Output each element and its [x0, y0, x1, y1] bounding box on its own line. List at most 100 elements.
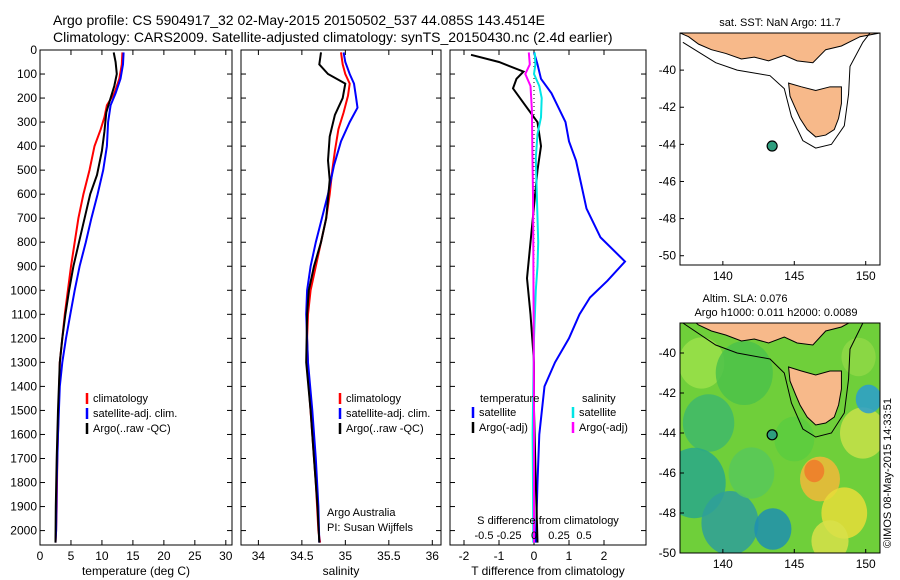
figure-title-line1: Argo profile: CS 5904917_32 02-May-2015 …: [53, 12, 545, 28]
series-line-satellite: [305, 52, 359, 543]
sst-map-title: sat. SST: NaN Argo: 11.7: [719, 17, 840, 29]
sla-patch: [804, 459, 825, 483]
y-tick-label: -44: [659, 137, 677, 151]
legend-label: satellite-adj. clim.: [93, 408, 177, 420]
y-tick-label: -46: [659, 174, 677, 188]
y-tick-label: -48: [659, 212, 677, 226]
shelf-contour: [682, 323, 864, 438]
annotation-agency: Argo Australia: [327, 507, 396, 519]
y-tick-label: -42: [659, 386, 677, 400]
x-tick-label: 30: [219, 549, 233, 563]
imos-timestamp: ©IMOS 08-May-2015 14:33:51: [882, 398, 894, 548]
sla-patch: [754, 508, 792, 550]
map-frame: [679, 32, 881, 266]
y-tick-label: -42: [659, 100, 677, 114]
y-tick-label: 800: [17, 235, 37, 249]
argo-location-marker: [766, 429, 778, 441]
legend-label: Argo(-adj): [579, 422, 628, 434]
series-line-temp_diff_sat: [533, 52, 627, 543]
map-content: [680, 323, 880, 553]
top-axis-label: S difference from climatology: [477, 515, 619, 527]
x-tick-label: 35: [339, 549, 353, 563]
x-tick-label: 1: [566, 549, 573, 563]
legend-label: Argo(-adj): [479, 422, 528, 434]
x-tick-label: 150: [856, 269, 876, 283]
series-line-climatology: [306, 52, 351, 543]
y-tick-label: 1300: [10, 355, 37, 369]
sla-patch: [855, 384, 880, 414]
legend-label: Argo(..raw -QC): [93, 423, 171, 435]
panel-sst-map: 140 145 150 -40 -42 -44 -46 -48 -50 sat. SST: NaN…: [659, 17, 881, 283]
panel-salinity: 34 34.5 35 35.5 36 salinity climatology satelli…: [240, 49, 442, 578]
y-tick-label: 1800: [10, 476, 37, 490]
y-tick-label: 400: [17, 139, 37, 153]
panel-difference: -2 -1 0 1 2T difference from climatology temp…: [449, 49, 647, 578]
argo-location-marker: [766, 140, 778, 152]
x-axis-label: temperature (deg C): [82, 564, 190, 578]
x-tick-label: 0: [37, 549, 44, 563]
y-tick-label: 1100: [11, 307, 37, 321]
x-axis-label: salinity: [323, 564, 360, 578]
land-tasmania: [787, 366, 842, 426]
sla-patch: [728, 447, 775, 499]
legend-header-temperature: temperature: [480, 393, 539, 405]
series-line-temp_diff_argo: [470, 53, 543, 543]
plot-frame: [449, 49, 647, 546]
map-frame: [679, 322, 881, 554]
y-tick-label: 300: [17, 115, 37, 129]
x-tick-label: 0: [531, 549, 538, 563]
panel-sla-map: 140 145 150 -40 -42 -44 -46 -48 -50 Altim. SLA: 0…: [659, 293, 894, 571]
y-tick-label: -40: [659, 346, 677, 360]
series-line-argo: [54, 52, 118, 543]
x-tick-label: 10: [95, 549, 109, 563]
x-tick-label: 145: [784, 269, 804, 283]
legend-label: satellite-adj. clim.: [346, 408, 430, 420]
y-tick-label: 1000: [10, 283, 37, 297]
x-tick-label: 140: [713, 557, 733, 571]
x-axis-label: T difference from climatology: [471, 564, 625, 578]
land-mainland: [680, 33, 880, 64]
x-tick-label: -2: [459, 549, 470, 563]
y-tick-label: 1900: [10, 500, 37, 514]
series-line-satellite: [54, 52, 125, 543]
sla-patch: [774, 416, 815, 462]
y-tick-label: 600: [17, 187, 37, 201]
y-tick-label: 500: [17, 163, 37, 177]
y-tick-label: 1200: [10, 331, 37, 345]
y-tick-label: 0: [30, 43, 37, 57]
top-tick-label: 0.25: [548, 530, 569, 542]
sla-patch: [701, 491, 759, 553]
x-tick-label: 34.5: [290, 549, 314, 563]
y-tick-label: 1700: [10, 451, 37, 465]
x-tick-label: 36: [426, 549, 440, 563]
sla-patch: [682, 394, 735, 452]
y-tick-label: 100: [17, 67, 37, 81]
top-tick-label: 0.5: [576, 530, 591, 542]
top-tick-label: -0.5: [475, 530, 494, 542]
y-tick-label: -50: [659, 249, 677, 263]
x-tick-label: 145: [784, 557, 804, 571]
y-tick-label: 2000: [10, 524, 37, 538]
sla-map-title-line1: Altim. SLA: 0.076: [703, 293, 788, 305]
annotation-pi: PI: Susan Wijffels: [327, 522, 413, 534]
x-tick-label: 20: [157, 549, 171, 563]
sla-patch: [715, 341, 773, 405]
legend-label: climatology: [346, 393, 402, 405]
sla-patch: [841, 337, 876, 377]
land-tasmania: [787, 82, 842, 138]
top-tick-label: -0.25: [496, 530, 521, 542]
y-tick-label: -48: [659, 506, 677, 520]
y-tick-label: 1500: [10, 403, 37, 417]
plot-frame: [240, 49, 442, 546]
legend-label: climatology: [93, 393, 149, 405]
y-tick-label: 900: [17, 259, 37, 273]
y-tick-label: 700: [17, 211, 37, 225]
shelf-contour: [682, 33, 871, 149]
x-tick-label: 5: [68, 549, 75, 563]
x-tick-label: -1: [494, 549, 505, 563]
legend-label: satellite: [479, 407, 516, 419]
series-line-sal_diff_argo: [524, 52, 535, 543]
plot-frame: [39, 49, 233, 546]
series-line-argo: [305, 52, 347, 543]
x-tick-label: 15: [126, 549, 140, 563]
